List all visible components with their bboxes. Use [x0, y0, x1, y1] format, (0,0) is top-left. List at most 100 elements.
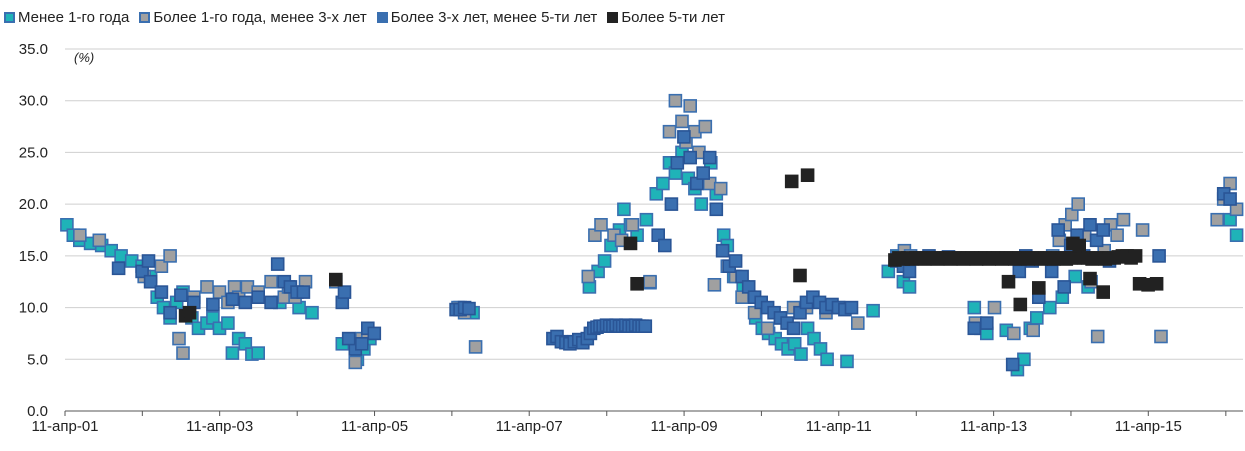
data-point [337, 285, 352, 299]
data-point [694, 197, 709, 211]
data-point [1083, 218, 1097, 232]
data-point [656, 176, 670, 191]
data-point [902, 280, 917, 294]
x-tick-label: 11-апр-03 [186, 418, 253, 435]
x-tick-label: 11-апр-09 [651, 418, 718, 435]
y-tick-label: 0.0 [27, 403, 48, 420]
data-point [221, 316, 235, 330]
data-point [354, 336, 369, 351]
data-point [728, 254, 743, 268]
data-point [154, 285, 169, 299]
data-point [702, 150, 717, 165]
y-tick-label: 5.0 [27, 351, 48, 368]
unit-label: (%) [74, 50, 94, 65]
legend-item-over-5-years: Более 5-ти лет [607, 9, 725, 26]
data-point [1006, 326, 1021, 341]
data-point [638, 319, 653, 334]
data-point [794, 347, 808, 361]
data-point [709, 202, 724, 217]
data-point [683, 99, 698, 113]
data-point [1072, 238, 1086, 253]
data-point [1068, 269, 1082, 284]
data-point [1229, 228, 1244, 242]
y-tick-label: 30.0 [19, 93, 48, 110]
data-point [174, 288, 188, 303]
data-point [786, 321, 801, 336]
data-point [141, 254, 156, 268]
data-point [1017, 352, 1031, 367]
data-point [1135, 223, 1150, 237]
data-point [594, 218, 608, 232]
legend-label: Более 3-х лет, менее 5-ти лет [390, 8, 598, 26]
data-point [844, 300, 859, 315]
data-point [348, 355, 363, 370]
data-point [866, 303, 880, 318]
x-tick-label: 11-апр-13 [960, 418, 1027, 435]
x-tick-label: 11-апр-07 [496, 418, 563, 435]
data-point [1051, 223, 1065, 237]
data-point [1110, 228, 1124, 242]
data-point [581, 269, 596, 284]
data-point [1128, 249, 1143, 263]
data-point [793, 268, 807, 283]
data-point [367, 326, 382, 341]
data-point [1071, 197, 1085, 211]
data-point [707, 277, 722, 292]
data-point [1083, 271, 1097, 286]
data-point [987, 300, 1002, 315]
data-point [760, 321, 775, 336]
data-point [617, 202, 631, 217]
data-point [92, 233, 107, 248]
data-point [902, 264, 917, 279]
data-point [172, 331, 186, 346]
data-point [643, 274, 657, 289]
data-point [1154, 329, 1168, 344]
data-point [820, 352, 834, 367]
data-point [1210, 212, 1224, 227]
data-point [784, 174, 799, 189]
data-point [462, 301, 476, 316]
data-point [305, 305, 319, 320]
data-point [1096, 285, 1110, 299]
legend-swatch [376, 11, 388, 23]
legend-label: Менее 1-го года [18, 8, 130, 26]
legend-swatch [139, 11, 151, 23]
x-tick-label: 11-апр-05 [341, 418, 408, 435]
y-tick-label: 15.0 [19, 248, 48, 265]
data-point [1032, 281, 1046, 295]
data-point [251, 346, 265, 360]
legend-label: Более 5-ти лет [621, 8, 725, 26]
data-point [225, 292, 240, 307]
data-point [1152, 249, 1166, 263]
data-point [1149, 276, 1164, 291]
data-point [850, 316, 865, 330]
data-point [677, 130, 691, 144]
data-point [696, 166, 711, 180]
y-tick-label: 35.0 [19, 41, 48, 58]
axes: 0.0 5.0 10.0 15.0 20.0 25.0 30.0 35.0 11-апр-01 1… [19, 41, 1243, 435]
data-point [238, 295, 253, 310]
legend-label: Более 1-го года, менее 3-х лет [153, 8, 367, 26]
data-point [664, 197, 679, 211]
data-point [328, 272, 343, 287]
data-point [639, 212, 654, 227]
data-point [1005, 357, 1020, 372]
data-point [1043, 300, 1057, 315]
data-point [1057, 280, 1071, 294]
x-tick-label: 11-апр-15 [1115, 418, 1182, 435]
data-point [1044, 264, 1059, 279]
data-points [60, 93, 1244, 377]
data-point [73, 228, 87, 242]
data-point [625, 218, 640, 232]
data-point [296, 285, 311, 299]
data-point [163, 305, 177, 320]
data-point [662, 124, 677, 139]
data-point [1090, 329, 1105, 344]
data-point [1096, 223, 1110, 237]
data-point [715, 243, 730, 258]
y-tick-label: 25.0 [19, 144, 48, 161]
legend-item-3-to-5-years: Более 3-х лет, менее 5-ти лет [376, 8, 598, 26]
data-point [979, 316, 994, 330]
x-tick-label: 11-апр-01 [31, 418, 98, 435]
